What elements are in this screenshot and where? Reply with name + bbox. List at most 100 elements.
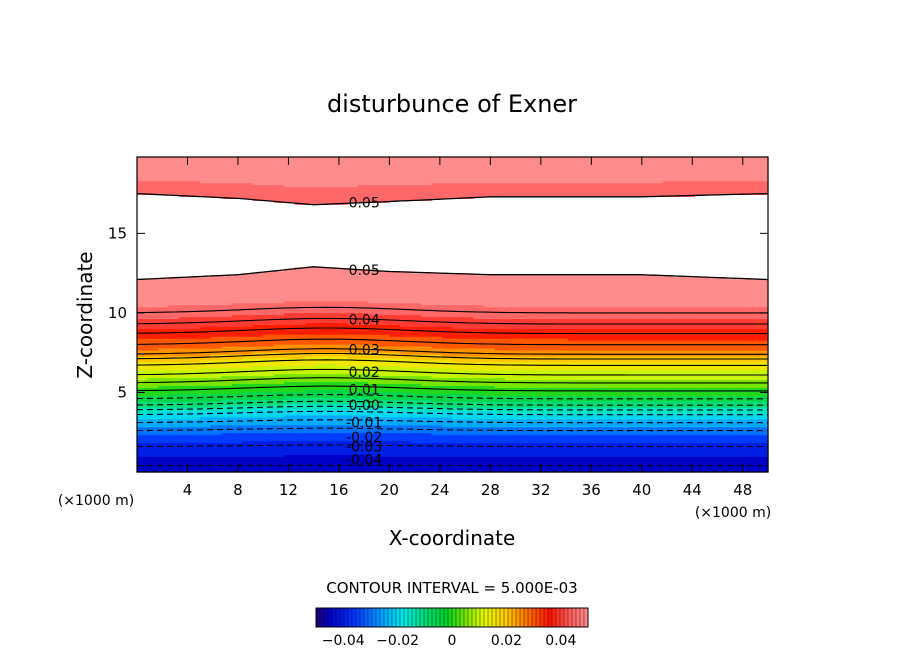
contour-band-cell bbox=[221, 456, 233, 459]
contour-band-cell bbox=[357, 180, 369, 184]
contour-band-cell bbox=[326, 450, 338, 453]
contour-band-cell bbox=[158, 432, 170, 436]
contour-band-cell bbox=[147, 180, 159, 184]
contour-band-cell bbox=[158, 353, 170, 357]
contour-band-cell bbox=[221, 363, 233, 367]
contour-band-cell bbox=[305, 355, 317, 359]
contour-band-cell bbox=[273, 190, 285, 194]
contour-band-cell bbox=[189, 446, 201, 449]
contour-band-cell bbox=[305, 320, 317, 323]
contour-band-cell bbox=[210, 375, 222, 379]
contour-band-cell bbox=[389, 275, 401, 278]
contour-band-cell bbox=[526, 194, 538, 197]
contour-band-cell bbox=[273, 334, 285, 337]
contour-band-cell bbox=[305, 357, 317, 361]
contour-band-cell bbox=[505, 432, 517, 436]
contour-band-cell bbox=[294, 468, 306, 471]
contour-band-cell bbox=[389, 283, 401, 286]
contour-band-cell bbox=[273, 468, 285, 471]
contour-band-cell bbox=[484, 346, 496, 349]
contour-band-cell bbox=[137, 188, 149, 192]
contour-band-cell bbox=[368, 430, 380, 434]
contour-band-cell bbox=[399, 442, 412, 446]
contour-band-cell bbox=[399, 391, 412, 394]
contour-band-cell bbox=[557, 330, 569, 333]
contour-band-cell bbox=[452, 430, 464, 434]
contour-band-cell bbox=[463, 440, 475, 444]
contour-band-cell bbox=[189, 286, 201, 290]
contour-band-cell bbox=[284, 308, 296, 312]
contour-band-cell bbox=[557, 401, 569, 404]
contour-band-cell bbox=[336, 174, 348, 178]
contour-band-cell bbox=[473, 450, 485, 453]
contour-band-cell bbox=[347, 355, 359, 359]
contour-band-cell bbox=[221, 347, 233, 351]
contour-band-cell bbox=[305, 172, 317, 176]
contour-band-cell bbox=[242, 389, 254, 392]
contour-band-cell bbox=[526, 379, 538, 383]
contour-band-cell bbox=[294, 192, 306, 196]
contour-band-cell bbox=[315, 454, 327, 457]
contour-band-cell bbox=[441, 452, 454, 455]
contour-band-cell bbox=[484, 458, 496, 461]
contour-band-cell bbox=[231, 346, 243, 349]
contour-band-cell bbox=[410, 389, 422, 392]
contour-band-cell bbox=[326, 410, 338, 414]
contour-band-cell bbox=[294, 428, 306, 432]
contour-band-cell bbox=[357, 344, 369, 347]
contour-band-cell bbox=[158, 410, 170, 414]
contour-band-cell bbox=[484, 194, 496, 197]
contour-band-cell bbox=[484, 367, 496, 371]
contour-band-cell bbox=[484, 446, 496, 449]
contour-band-cell bbox=[294, 157, 306, 160]
contour-band-cell bbox=[294, 188, 306, 192]
contour-band-cell bbox=[242, 391, 254, 394]
contour-band-cell bbox=[242, 281, 254, 284]
contour-band-cell bbox=[420, 286, 433, 290]
contour-band-cell bbox=[515, 438, 527, 442]
contour-band-cell bbox=[284, 414, 296, 418]
contour-band-cell bbox=[305, 314, 317, 318]
contour-band-cell bbox=[137, 375, 149, 379]
contour-band-cell bbox=[410, 322, 422, 325]
contour-band-cell bbox=[294, 452, 306, 455]
contour-band-cell bbox=[494, 369, 506, 373]
contour-band-cell bbox=[378, 373, 390, 377]
contour-band-cell bbox=[420, 462, 433, 465]
contour-band-cell bbox=[347, 410, 359, 414]
contour-band-cell bbox=[137, 426, 149, 430]
contour-band-cell bbox=[284, 172, 296, 176]
contour-band-cell bbox=[200, 353, 212, 357]
contour-band-cell bbox=[463, 381, 475, 385]
contour-band-cell bbox=[463, 468, 475, 471]
contour-band-cell bbox=[547, 395, 559, 398]
contour-band-cell bbox=[368, 184, 380, 188]
contour-band-cell bbox=[189, 336, 201, 339]
contour-band-cell bbox=[284, 351, 296, 355]
contour-band-cell bbox=[273, 288, 285, 292]
contour-band-cell bbox=[284, 466, 296, 469]
contour-band-cell bbox=[336, 401, 348, 404]
contour-band-cell bbox=[452, 292, 464, 296]
contour-band-cell bbox=[441, 373, 454, 377]
contour-band-cell bbox=[315, 273, 327, 276]
contour-band-cell bbox=[526, 328, 538, 331]
contour-band-cell bbox=[452, 363, 464, 367]
contour-band-cell bbox=[305, 458, 317, 461]
contour-band-cell bbox=[357, 395, 369, 398]
contour-band-cell bbox=[200, 340, 212, 343]
contour-band-cell bbox=[526, 387, 538, 390]
contour-band-cell bbox=[484, 318, 496, 322]
contour-band-cell bbox=[389, 426, 401, 430]
contour-band-cell bbox=[557, 353, 569, 357]
contour-band-cell bbox=[410, 300, 422, 304]
contour-band-cell bbox=[315, 202, 327, 205]
contour-band-cell bbox=[347, 334, 359, 337]
contour-band-cell bbox=[158, 456, 170, 459]
contour-band-cell bbox=[484, 426, 496, 430]
contour-band-cell bbox=[210, 318, 222, 322]
contour-band-cell bbox=[221, 369, 233, 373]
contour-band-cell bbox=[305, 361, 317, 365]
contour-band-cell bbox=[463, 410, 475, 414]
contour-band-cell bbox=[158, 347, 170, 351]
